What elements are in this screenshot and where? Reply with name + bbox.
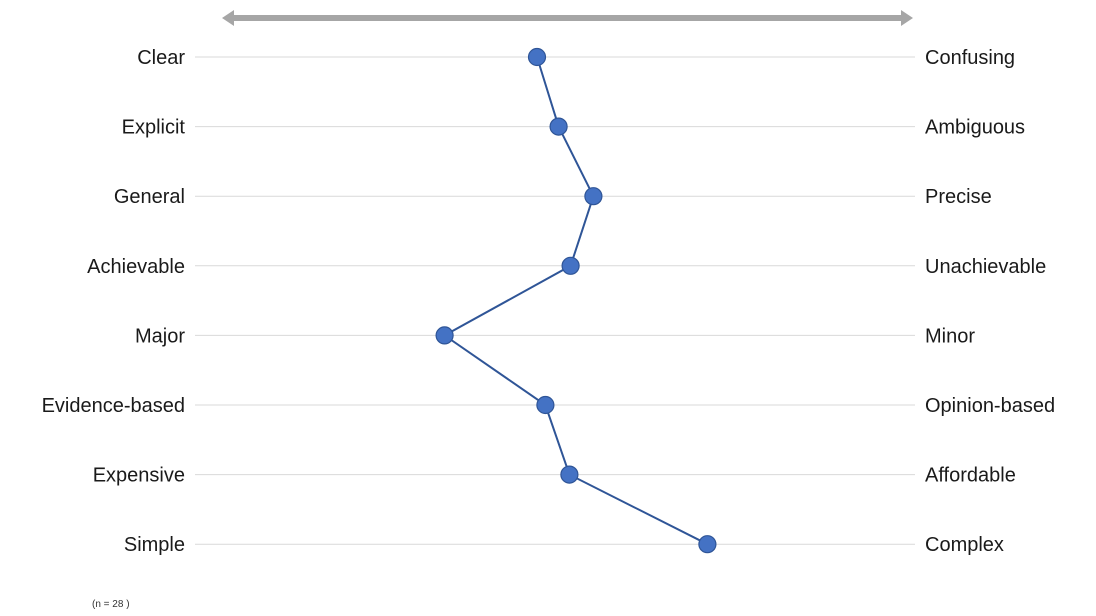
left-adjective-label: General [114,186,185,208]
sample-size-note: (n = 28 ) [92,599,130,610]
left-adjective-label: Achievable [87,256,185,278]
right-adjective-label: Ambiguous [925,117,1025,139]
left-adjective-label: Simple [124,534,185,556]
right-adjective-label: Affordable [925,465,1016,487]
right-labels: Confusing Ambiguous Precise Unachievable Min… [925,47,1055,556]
series-polyline [442,56,708,546]
data-point-marker [549,117,568,136]
scale-arrow-shape [222,10,913,26]
left-adjective-label: Clear [137,47,185,69]
left-labels: Clear Explicit General Achievable Major Evide… [42,47,186,556]
data-point-marker [560,465,579,484]
left-adjective-label: Expensive [93,465,185,487]
data-point-marker [435,326,454,345]
data-point-marker [536,395,555,415]
gridlines [195,56,915,545]
data-point-marker [527,47,547,67]
right-adjective-label: Complex [925,534,1004,556]
data-point-marker [561,256,580,275]
right-adjective-label: Minor [925,325,975,347]
left-adjective-label: Explicit [122,117,186,139]
right-adjective-label: Unachievable [925,256,1046,278]
markers [435,47,717,554]
left-adjective-label: Major [135,325,185,347]
left-adjective-label: Evidence-based [42,395,185,417]
data-point-marker [698,535,717,554]
scale-arrow [222,10,913,26]
right-adjective-label: Precise [925,186,992,208]
data-point-marker [584,187,603,206]
right-adjective-label: Confusing [925,47,1015,69]
right-adjective-label: Opinion-based [925,395,1055,417]
series-line [442,56,708,546]
